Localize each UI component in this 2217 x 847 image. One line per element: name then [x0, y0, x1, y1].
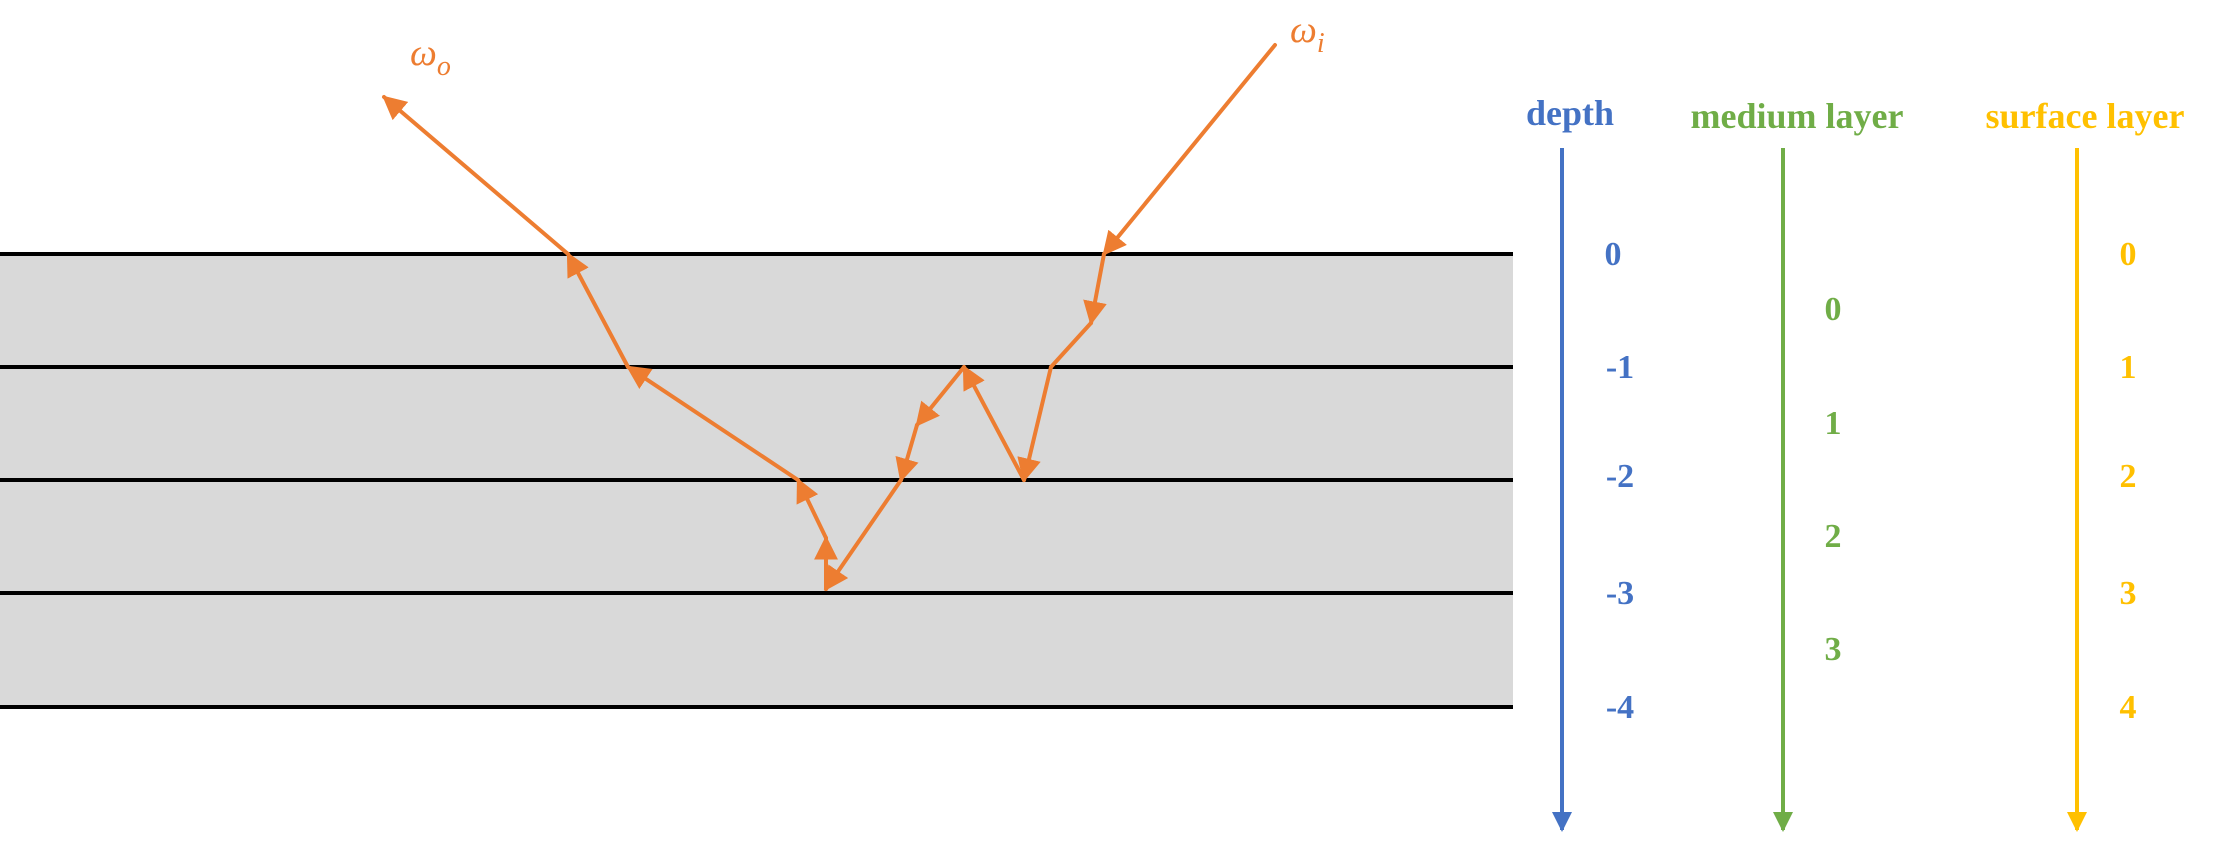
depth-title: depth [1526, 93, 1614, 133]
medium-layer-value: 3 [1825, 631, 1842, 668]
light-ray-path [382, 43, 1277, 591]
ray-segment [626, 365, 800, 482]
ray-segment [824, 478, 903, 591]
depth-value: -2 [1606, 458, 1634, 495]
ray-segment [1083, 252, 1107, 326]
omega-o-subscript: o [437, 51, 451, 82]
omega-o-symbol: ω [410, 32, 437, 74]
omega-o-label: ωo [410, 32, 451, 82]
surface-layer-value: 0 [2120, 236, 2137, 273]
incident-ray [1102, 43, 1277, 256]
ray-segment [1017, 365, 1053, 483]
medium-layer-value: 2 [1825, 518, 1842, 555]
omega-i-subscript: i [1317, 28, 1325, 59]
ray-segment [962, 364, 1026, 482]
ray-segment [796, 477, 828, 540]
omega-i-label: ωi [1290, 9, 1325, 59]
depth-value: -3 [1606, 575, 1634, 612]
ray-segment [566, 251, 630, 369]
surface-layer-value: 1 [2120, 349, 2137, 386]
surface-layer-legend: surface layer 0 1 2 3 4 [1986, 96, 2185, 832]
depth-legend: depth 0 -1 -2 -3 -4 [1526, 93, 1634, 832]
surface-layer-value: 2 [2120, 458, 2137, 495]
omega-i-symbol: ω [1290, 9, 1317, 51]
depth-value: -1 [1606, 349, 1634, 386]
medium-layer-legend: medium layer 0 1 2 3 [1691, 96, 1904, 832]
surface-layer-value: 4 [2120, 689, 2137, 726]
surface-layer-title: surface layer [1986, 96, 2185, 136]
ray-segment [915, 365, 966, 427]
medium-layer-value: 0 [1825, 291, 1842, 328]
ray-segment [1049, 321, 1093, 369]
ray-segment [895, 423, 919, 483]
depth-value: 0 [1605, 236, 1622, 273]
medium-layer-title: medium layer [1691, 96, 1904, 136]
outgoing-ray [382, 95, 570, 256]
depth-value: -4 [1606, 689, 1634, 726]
medium-layer-value: 1 [1825, 405, 1842, 442]
surface-layer-value: 3 [2120, 575, 2137, 612]
